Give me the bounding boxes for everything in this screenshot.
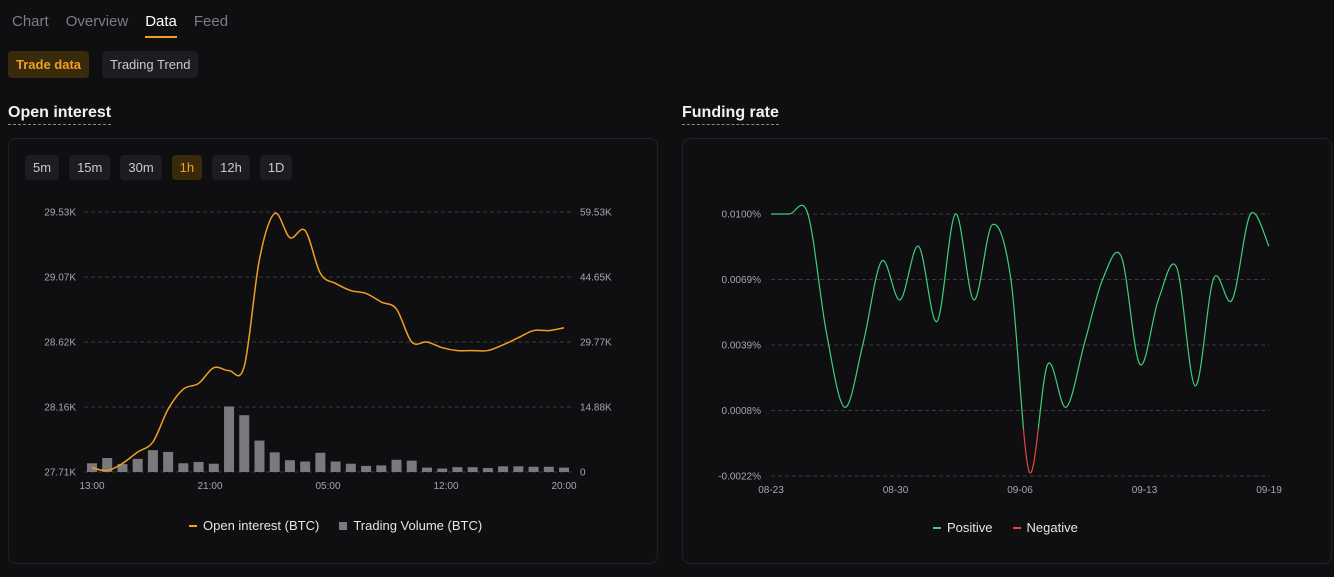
- funding-rate-legend: Positive Negative: [933, 520, 1078, 535]
- funding-negative-line: [1022, 428, 1039, 474]
- x-tick-label: 08-30: [883, 485, 909, 496]
- open-interest-legend: Open interest (BTC) Trading Volume (BTC): [189, 518, 482, 533]
- volume-bar: [406, 460, 417, 472]
- y-left-tick-label: 29.53K: [44, 208, 76, 219]
- x-tick-label: 13:00: [79, 481, 104, 492]
- volume-bar: [178, 463, 189, 472]
- volume-bar: [315, 452, 326, 472]
- volume-bar: [254, 440, 265, 472]
- interval-12h[interactable]: 12h: [212, 155, 250, 180]
- volume-bar: [269, 452, 280, 472]
- legend-negative-swatch: [1012, 526, 1021, 529]
- funding-rate-title: Funding rate: [682, 104, 779, 125]
- volume-bar: [208, 463, 219, 472]
- volume-bar: [193, 461, 204, 472]
- y-right-tick-label: 14.88K: [580, 403, 612, 414]
- volume-bar: [528, 466, 539, 472]
- x-tick-label: 09-06: [1007, 485, 1033, 496]
- tab-chart[interactable]: Chart: [12, 13, 49, 30]
- funding-rate-chart: -0.0022% 0.0008% 0.0039% 0.0069% 0.0100% 08-2…: [718, 204, 1282, 496]
- legend-trading-volume[interactable]: Trading Volume (BTC): [339, 518, 482, 533]
- volume-bar: [391, 459, 402, 472]
- x-tick-label: 09-19: [1256, 485, 1282, 496]
- tab-trade-data[interactable]: Trade data: [8, 51, 90, 78]
- funding-positive-line: [771, 204, 1270, 429]
- tab-overview[interactable]: Overview: [65, 13, 129, 30]
- y-left-tick-label: 28.16K: [44, 403, 76, 414]
- volume-bar: [163, 451, 174, 472]
- x-tick-label: 08-23: [758, 485, 784, 496]
- interval-1d[interactable]: 1D: [259, 155, 293, 180]
- legend-negative-label: Negative: [1026, 520, 1078, 535]
- x-tick-label: 20:00: [551, 481, 576, 492]
- open-interest-panel: 5m 15m 30m 1h 12h 1D 27.71K 0 28.16K 14.88K…: [8, 138, 658, 564]
- volume-bar: [559, 467, 569, 472]
- legend-bar-swatch: [339, 521, 348, 530]
- legend-open-interest-label: Open interest (BTC): [203, 518, 320, 533]
- y-tick-label: 0.0039%: [722, 341, 762, 352]
- volume-bar: [87, 463, 97, 472]
- top-tab-bar: Chart Overview Data Feed: [12, 13, 228, 38]
- y-right-tick-label: 29.77K: [580, 338, 612, 349]
- legend-positive[interactable]: Positive: [933, 520, 993, 535]
- tab-data[interactable]: Data: [145, 13, 177, 38]
- y-left-tick-label: 27.71K: [44, 468, 76, 479]
- interval-30m[interactable]: 30m: [120, 155, 162, 180]
- x-tick-label: 21:00: [197, 481, 222, 492]
- y-right-tick-label: 44.65K: [580, 273, 612, 284]
- volume-bar: [147, 450, 158, 472]
- x-tick-label: 12:00: [433, 481, 458, 492]
- y-tick-label: 0.0008%: [722, 406, 762, 417]
- legend-open-interest[interactable]: Open interest (BTC): [189, 518, 319, 533]
- legend-positive-label: Positive: [947, 520, 993, 535]
- interval-5m[interactable]: 5m: [25, 155, 60, 180]
- volume-bar: [498, 466, 509, 472]
- legend-trading-volume-label: Trading Volume (BTC): [353, 518, 483, 533]
- interval-1h[interactable]: 1h: [171, 155, 203, 180]
- y-tick-label: 0.0069%: [722, 275, 762, 286]
- volume-bar: [421, 467, 432, 472]
- y-left-tick-label: 29.07K: [44, 273, 76, 284]
- funding-rate-panel: -0.0022% 0.0008% 0.0039% 0.0069% 0.0100% 08-2…: [682, 138, 1332, 564]
- volume-bar: [102, 458, 113, 472]
- volume-bar: [376, 465, 387, 472]
- volume-bar: [224, 406, 235, 472]
- open-interest-title: Open interest: [8, 104, 112, 125]
- volume-bar: [330, 461, 341, 472]
- volume-bar: [132, 458, 143, 472]
- volume-bar: [284, 460, 295, 472]
- tab-feed[interactable]: Feed: [193, 13, 229, 30]
- volume-bar: [300, 461, 311, 472]
- y-tick-label: 0.0100%: [722, 210, 762, 221]
- interval-selector: 5m 15m 30m 1h 12h 1D: [25, 155, 293, 180]
- volume-bar: [437, 468, 448, 472]
- volume-bar: [543, 466, 554, 472]
- volume-bar: [482, 468, 493, 472]
- open-interest-chart: 27.71K 0 28.16K 14.88K 28.62K 29.77K 29.07K 44.…: [44, 208, 612, 493]
- volume-bar: [345, 463, 356, 472]
- y-right-tick-label: 0: [580, 468, 586, 479]
- legend-line-swatch: [189, 524, 197, 527]
- volume-bar: [467, 467, 478, 472]
- volume-bar: [117, 464, 128, 472]
- open-interest-line: [91, 212, 565, 472]
- y-tick-label: -0.0022%: [718, 472, 761, 483]
- volume-bar: [452, 467, 463, 472]
- x-tick-label: 09-13: [1132, 485, 1158, 496]
- volume-bar: [513, 466, 524, 472]
- legend-positive-swatch: [933, 526, 941, 529]
- interval-15m[interactable]: 15m: [69, 155, 111, 180]
- volume-bar: [239, 415, 250, 472]
- tab-trading-trend[interactable]: Trading Trend: [102, 51, 199, 78]
- x-tick-label: 05:00: [315, 481, 340, 492]
- legend-negative[interactable]: Negative: [1012, 520, 1078, 535]
- y-right-tick-label: 59.53K: [580, 208, 612, 219]
- volume-bar: [361, 465, 372, 472]
- sub-tab-bar: Trade data Trading Trend: [8, 51, 199, 78]
- y-left-tick-label: 28.62K: [44, 338, 76, 349]
